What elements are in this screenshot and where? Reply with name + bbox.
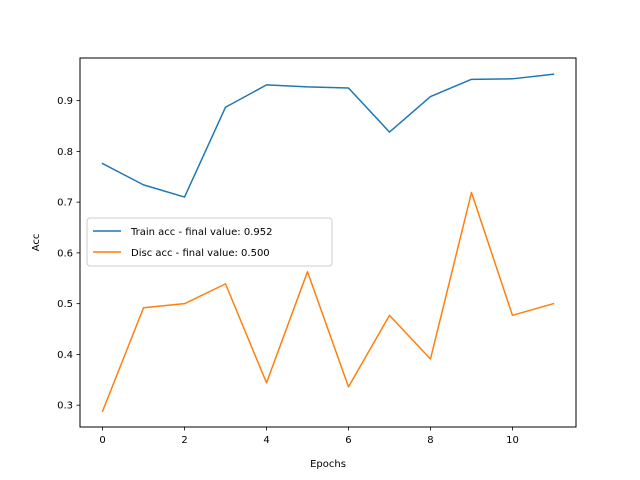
x-tick-label: 4 [263,435,269,446]
series-line-disc-acc [101,191,555,413]
y-tick-label: 0.8 [57,147,73,158]
x-axis-label: Epochs [310,459,346,470]
x-tick-label: 0 [99,435,105,446]
legend: Train acc - final value: 0.952 Disc acc … [86,217,333,267]
y-tick-label: 0.5 [57,299,73,310]
y-tick-label: 0.9 [57,96,73,107]
y-tick-label: 0.4 [57,350,73,361]
x-tick-label: 6 [345,435,351,446]
series-line-train-acc [101,73,555,198]
legend-label-train: Train acc - final value: 0.952 [130,227,272,238]
x-tick-label: 2 [181,435,187,446]
x-tick-label: 10 [506,435,519,446]
x-tick-label: 8 [427,435,433,446]
x-axis-ticks: 0 2 4 6 8 10 [99,427,519,446]
y-axis-label: Acc [31,234,42,252]
legend-label-disc: Disc acc - final value: 0.500 [131,248,270,259]
y-tick-label: 0.7 [57,198,73,209]
legend-box [86,217,333,267]
y-tick-label: 0.6 [57,248,73,259]
series-layer [101,73,555,413]
plot-area [79,57,577,428]
y-axis-ticks: 0.3 0.4 0.5 0.6 0.7 0.8 0.9 [57,96,80,412]
y-tick-label: 0.3 [57,401,73,412]
